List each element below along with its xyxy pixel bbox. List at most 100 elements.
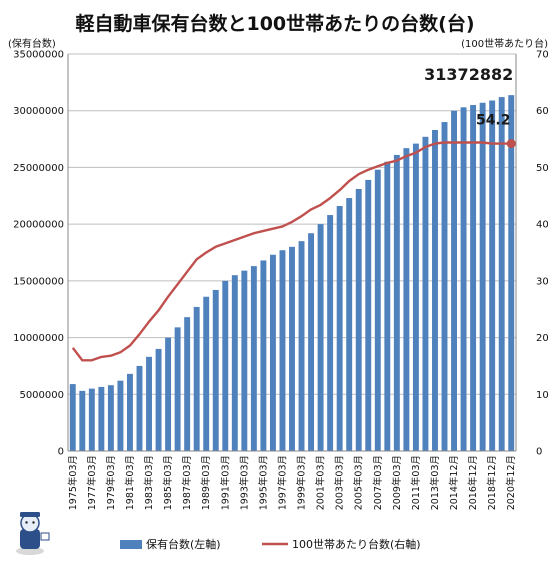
chart-title: 軽自動車保有台数と100世帯あたりの台数(台) — [75, 12, 474, 35]
x-tick-label: 2009年03月 — [391, 455, 403, 510]
left-tick-label: 15000000 — [13, 276, 64, 287]
bar-layer — [69, 95, 515, 452]
x-tick-label: 2011年03月 — [410, 455, 422, 510]
bar — [260, 260, 267, 451]
axis-layer: 0 5000000 10000000 15000000 20000000 25000000… — [13, 50, 549, 511]
left-tick-label: 25000000 — [13, 163, 64, 174]
bar — [222, 280, 229, 451]
bar — [432, 129, 438, 452]
line-layer — [71, 141, 512, 362]
right-tick-label: 20 — [536, 333, 549, 344]
right-tick-label: 0 — [536, 447, 542, 458]
x-tick-label: 2007年03月 — [372, 455, 384, 510]
bar — [451, 110, 457, 451]
bar — [498, 97, 505, 452]
x-tick-label: 1975年03月 — [67, 455, 79, 510]
right-tick-label: 30 — [536, 276, 549, 287]
bar — [231, 275, 238, 451]
line-endpoint-marker — [506, 139, 516, 149]
right-tick-label: 60 — [536, 106, 549, 117]
x-tick-label: 1991年03月 — [219, 455, 231, 510]
bar — [203, 296, 210, 451]
bar — [69, 384, 76, 451]
bar — [136, 365, 143, 451]
bar — [365, 179, 372, 452]
bar — [79, 390, 86, 451]
bar — [422, 136, 429, 451]
bar — [308, 233, 315, 451]
right-tick-label: 70 — [536, 50, 549, 61]
bar — [165, 337, 172, 451]
bar — [250, 266, 257, 451]
line-series-path — [71, 141, 512, 362]
bar — [393, 154, 400, 452]
bar — [289, 246, 295, 451]
mascot-illustration — [16, 512, 50, 555]
legend-swatch-bars — [120, 540, 142, 549]
left-tick-label: 30000000 — [13, 106, 64, 117]
x-tick-label: 1987年03月 — [181, 455, 193, 510]
bar — [508, 95, 515, 452]
x-tick-label: 1977年03月 — [86, 455, 98, 510]
x-tick-label: 1997年03月 — [276, 455, 288, 510]
x-tick-label: 1985年03月 — [162, 455, 174, 510]
legend-label-bars: 保有台数(左軸) — [146, 537, 221, 551]
x-tick-label: 2003年03月 — [334, 455, 346, 510]
x-tick-label: 2013年03月 — [429, 455, 441, 510]
bar — [269, 254, 276, 451]
x-tick-label: 1979年03月 — [105, 455, 117, 510]
bar — [441, 122, 448, 452]
x-tick-label: 1989年03月 — [200, 455, 212, 510]
left-tick-label: 10000000 — [13, 333, 64, 344]
bar — [355, 188, 362, 452]
x-tick-label: 1999年03月 — [296, 455, 308, 510]
x-tick-label: 1993年03月 — [238, 455, 250, 510]
bar — [174, 327, 181, 451]
x-tick-label: 2016年12月 — [467, 455, 479, 510]
x-tick-label: 2014年12月 — [448, 455, 460, 510]
x-tick-label: 1981年03月 — [124, 455, 136, 510]
bar — [279, 250, 286, 451]
bar — [460, 107, 467, 451]
legend-label-line: 100世帯あたり台数(右軸) — [292, 537, 421, 551]
left-tick-label: 0 — [58, 447, 64, 458]
bar — [98, 386, 105, 451]
bar — [489, 100, 496, 452]
x-tick-label: 2020年12月 — [505, 455, 517, 510]
bar — [336, 205, 343, 451]
bar-value-annotation: 31372882 — [424, 65, 513, 84]
line-value-annotation: 54.2 — [476, 113, 511, 129]
bar — [327, 215, 334, 451]
annotation-layer: 31372882 54.2 — [424, 65, 516, 149]
bar — [212, 289, 219, 451]
bar — [479, 102, 486, 451]
right-tick-label: 50 — [536, 163, 549, 174]
bar — [317, 224, 324, 451]
x-tick-label: 1995年03月 — [257, 455, 269, 510]
bar — [88, 388, 95, 451]
bar — [184, 317, 191, 451]
bar — [384, 161, 391, 451]
bar — [155, 348, 162, 451]
left-tick-label: 35000000 — [13, 50, 64, 61]
left-axis-label: (保有台数) — [8, 37, 56, 50]
bar — [107, 385, 114, 451]
bar — [298, 241, 305, 451]
bar — [117, 380, 124, 451]
right-axis-label: (100世帯あたり台) — [461, 37, 548, 50]
x-tick-label: 1983年03月 — [143, 455, 155, 510]
bar — [346, 198, 353, 451]
legend-layer: 保有台数(左軸) 100世帯あたり台数(右軸) — [120, 537, 421, 551]
left-tick-label: 20000000 — [13, 220, 64, 231]
x-tick-label: 2018年12月 — [486, 455, 498, 510]
bar — [127, 373, 133, 451]
x-tick-label: 2005年03月 — [353, 455, 365, 510]
bar — [412, 143, 419, 451]
bar — [374, 169, 381, 451]
bar — [403, 148, 410, 451]
bar — [470, 105, 477, 452]
left-tick-label: 5000000 — [19, 390, 64, 401]
right-tick-label: 10 — [536, 390, 549, 401]
